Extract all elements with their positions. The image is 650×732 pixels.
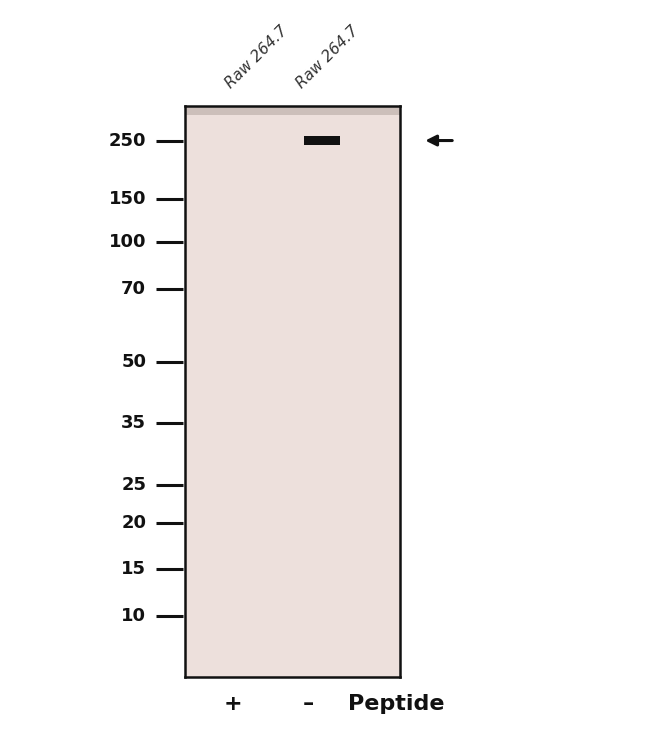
Text: Raw 264.7: Raw 264.7 bbox=[294, 23, 361, 92]
Text: Peptide: Peptide bbox=[348, 694, 444, 714]
Bar bbox=[185, 106, 400, 115]
Text: 15: 15 bbox=[122, 561, 146, 578]
Text: 10: 10 bbox=[122, 608, 146, 625]
Bar bbox=[304, 136, 339, 145]
Text: 20: 20 bbox=[122, 515, 146, 532]
Text: 50: 50 bbox=[122, 354, 146, 371]
Text: –: – bbox=[303, 694, 315, 714]
Text: 35: 35 bbox=[122, 414, 146, 432]
Text: 25: 25 bbox=[122, 476, 146, 493]
Text: +: + bbox=[224, 694, 242, 714]
Text: 70: 70 bbox=[122, 280, 146, 298]
Text: Raw 264.7: Raw 264.7 bbox=[222, 23, 290, 92]
Text: 250: 250 bbox=[109, 132, 146, 149]
Text: 100: 100 bbox=[109, 233, 146, 250]
Text: 150: 150 bbox=[109, 190, 146, 208]
Bar bbox=[185, 106, 400, 677]
